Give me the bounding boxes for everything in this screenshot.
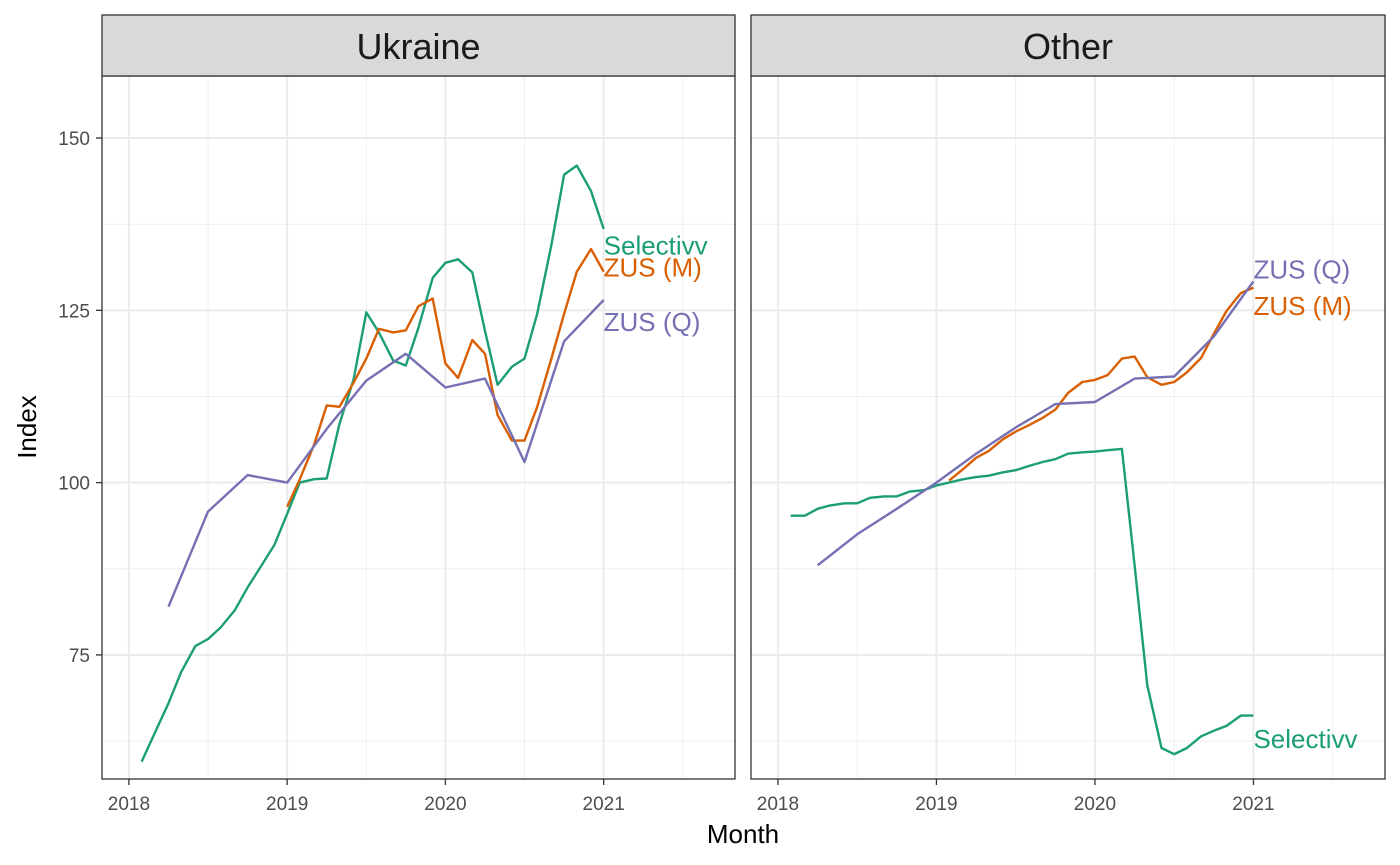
x-tick-label: 2021: [1232, 794, 1274, 815]
panel-ukraine-background: [102, 76, 735, 779]
series-label-zus-m: ZUS (M): [1253, 291, 1351, 321]
series-label-selectivv: Selectivv: [604, 231, 708, 261]
y-axis-title: Index: [12, 395, 42, 459]
y-tick-label: 100: [58, 474, 90, 495]
series-line-zus-m: [948, 286, 1254, 482]
x-tick-label: 2020: [1074, 794, 1116, 815]
series-label-zus-m: ZUS (M): [604, 253, 702, 283]
panel-other-gridlines: [751, 76, 1385, 779]
series-line-selectivv: [140, 164, 605, 763]
series-label-zus-q: ZUS (Q): [604, 307, 701, 337]
panel-ukraine-title: Ukraine: [356, 26, 480, 67]
series-line-zus-q: [167, 299, 605, 608]
panel-other: ZUS (Q)ZUS (M)Selectivv Other 2018 2019 20…: [750, 14, 1386, 815]
y-tick-label: 125: [58, 301, 90, 322]
x-axis-title: Month: [707, 819, 779, 849]
panel-other-background: [751, 76, 1385, 779]
y-tick-label: 75: [69, 646, 90, 667]
y-axis: 75 100 125 150: [58, 129, 102, 667]
x-tick-label: 2018: [757, 794, 799, 815]
panel-other-strip: [750, 14, 1386, 77]
panel-other-title: Other: [1023, 26, 1113, 67]
series-line-zus-q: [816, 280, 1255, 567]
x-tick-label: 2019: [915, 794, 957, 815]
x-tick-label: 2019: [266, 794, 308, 815]
panel-ukraine-gridlines: [102, 76, 735, 779]
series-label-selectivv: Selectivv: [1253, 724, 1357, 754]
x-tick-label: 2020: [424, 794, 466, 815]
panel-ukraine-strip: [101, 14, 736, 77]
panel-ukraine-x-axis: 2018 2019 2020 2021: [108, 779, 625, 815]
series-line-zus-m: [286, 247, 605, 508]
y-tick-label: 150: [58, 129, 90, 150]
series-line-selectivv: [790, 447, 1254, 756]
panel-other-series: ZUS (Q) ZUS (M) Selectivv: [790, 255, 1357, 756]
panel-other-x-axis: 2018 2019 2020 2021: [757, 779, 1275, 815]
x-tick-label: 2018: [108, 794, 150, 815]
series-label-zus-q: ZUS (Q): [1253, 255, 1350, 285]
x-tick-label: 2021: [583, 794, 625, 815]
